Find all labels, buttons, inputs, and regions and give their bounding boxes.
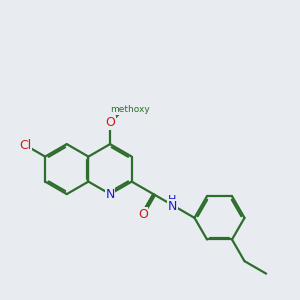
Text: methoxy: methoxy [110,105,150,114]
Text: H: H [168,195,176,205]
Text: N: N [105,188,115,201]
Text: O: O [138,208,148,221]
Text: Cl: Cl [19,140,31,152]
Text: N: N [168,200,177,213]
Text: O: O [105,116,115,129]
